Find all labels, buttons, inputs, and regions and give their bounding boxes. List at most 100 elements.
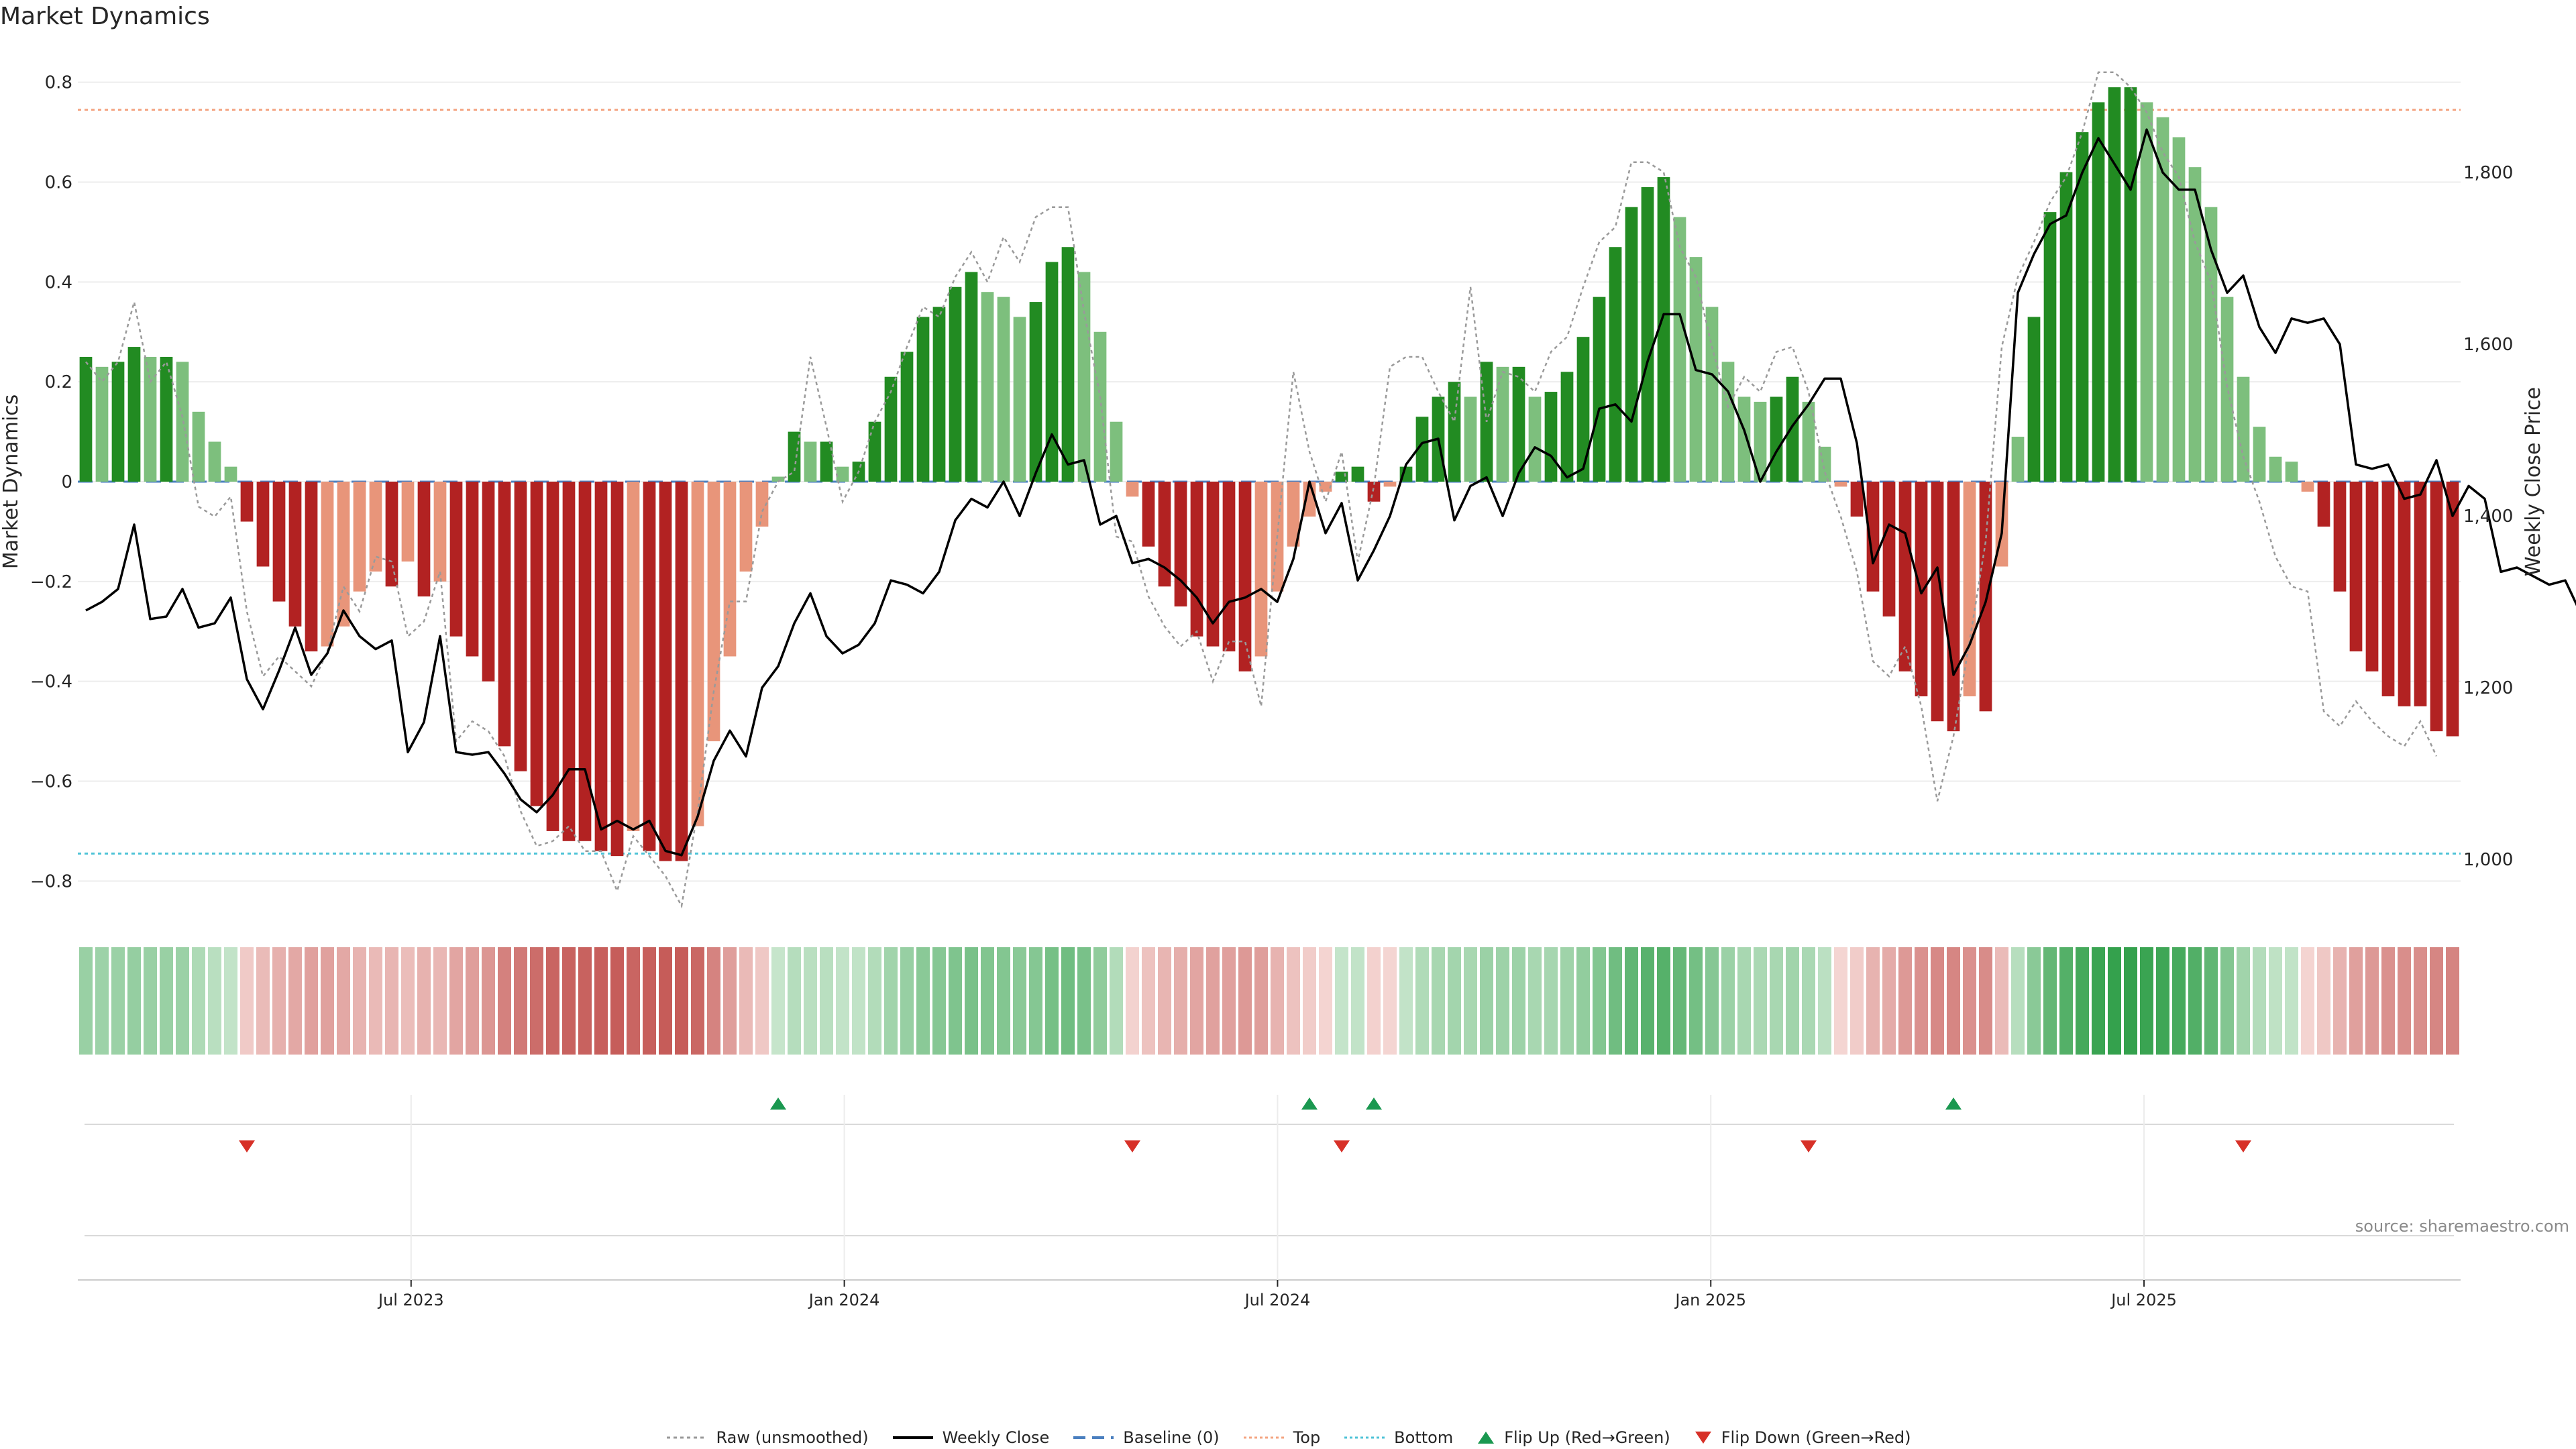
heat-cell (1512, 947, 1525, 1055)
bar (1802, 401, 1815, 482)
x-tick-label: Jan 2025 (1674, 1291, 1746, 1309)
bar (192, 411, 205, 482)
bar (498, 482, 511, 747)
heat-cell (2381, 947, 2395, 1055)
bar (836, 466, 849, 482)
bar (95, 366, 109, 482)
heat-cell (2124, 947, 2137, 1055)
axes: −0.8 −0.6 −0.4 −0.2 0 0.2 0.4 0.6 0.8 1,000 1,200 1… (0, 73, 2545, 892)
heat-cell (594, 947, 608, 1055)
heat-cell (771, 947, 785, 1055)
heat-cell (868, 947, 881, 1055)
heat-cell (2043, 947, 2057, 1055)
bar (530, 482, 543, 806)
bar (1142, 482, 1155, 547)
bar (305, 482, 318, 652)
heat-cell (1963, 947, 1976, 1055)
bar (449, 482, 463, 637)
bar (1754, 401, 1767, 482)
heat-cell (1737, 947, 1751, 1055)
heat-cell (321, 947, 334, 1055)
heat-cell (1528, 947, 1542, 1055)
bar (1705, 307, 1719, 482)
heat-cell (2059, 947, 2073, 1055)
legend-label: Raw (unsmoothed) (716, 1428, 869, 1447)
bar (1254, 482, 1268, 657)
heat-cell (1093, 947, 1107, 1055)
heat-cell (900, 947, 914, 1055)
bar (111, 362, 125, 482)
bar (417, 482, 431, 597)
flip-down-marker (1801, 1140, 1817, 1152)
bar (401, 482, 415, 562)
bar (1448, 382, 1461, 482)
bar (2365, 482, 2379, 672)
heat-cell (1142, 947, 1155, 1055)
bar (707, 482, 720, 741)
heat-cell (79, 947, 93, 1055)
heat-cell (2092, 947, 2105, 1055)
x-tick-label: Jul 2024 (1244, 1291, 1311, 1309)
x-tick-label: Jul 2025 (2110, 1291, 2177, 1309)
heat-cell (1464, 947, 1477, 1055)
bar (610, 482, 624, 857)
bar (1093, 331, 1107, 482)
y-tick-label: −0.8 (30, 871, 72, 892)
bar (900, 352, 914, 482)
heat-cell (1480, 947, 1493, 1055)
momentum-heat-strip (79, 947, 2459, 1055)
bar (2076, 132, 2089, 482)
bar (2285, 462, 2298, 482)
heat-cell (1673, 947, 1686, 1055)
y-tick-label: 0.2 (45, 372, 72, 392)
heat-cell (1399, 947, 1413, 1055)
heat-cell (1915, 947, 1928, 1055)
heat-cell (1496, 947, 1509, 1055)
heat-cell (160, 947, 173, 1055)
bar (127, 347, 141, 482)
heat-cell (884, 947, 898, 1055)
heat-cell (1979, 947, 1992, 1055)
heat-cell (2204, 947, 2218, 1055)
heat-cell (788, 947, 801, 1055)
raw-line (85, 71, 2438, 909)
heat-cell (369, 947, 382, 1055)
flip-up-marker (1945, 1097, 1962, 1110)
legend-raw-swatch (666, 1436, 707, 1439)
bar (240, 482, 254, 522)
bar (2059, 172, 2073, 482)
heat-cell (176, 947, 189, 1055)
bar (562, 482, 576, 841)
bar (965, 272, 978, 482)
heat-cell (385, 947, 398, 1055)
heat-cell (804, 947, 817, 1055)
heat-cell (1641, 947, 1654, 1055)
heat-cell (1834, 947, 1847, 1055)
heat-cell (562, 947, 576, 1055)
legend-item-bottom: Bottom (1343, 1428, 1453, 1447)
bar (272, 482, 286, 602)
legend-item-raw: Raw (unsmoothed) (665, 1428, 869, 1447)
bar (1110, 421, 1123, 482)
heat-cell (1689, 947, 1703, 1055)
bar (1190, 482, 1203, 637)
heat-cell (417, 947, 431, 1055)
heat-cell (1254, 947, 1268, 1055)
heat-cell (2398, 947, 2411, 1055)
heat-cell (514, 947, 527, 1055)
bar (1287, 482, 1300, 547)
bar (594, 482, 608, 851)
heat-cell (1882, 947, 1896, 1055)
bar (1866, 482, 1880, 592)
heat-cell (755, 947, 769, 1055)
heat-cell (1898, 947, 1912, 1055)
heat-cell (2220, 947, 2234, 1055)
heat-cell (1013, 947, 1026, 1055)
bar (1737, 396, 1751, 482)
y-tick-label: −0.2 (30, 572, 72, 592)
heat-cell (1544, 947, 1558, 1055)
heat-cell (1593, 947, 1606, 1055)
legend-label: Top (1293, 1428, 1321, 1447)
bar (1029, 302, 1042, 482)
heat-cell (2317, 947, 2330, 1055)
